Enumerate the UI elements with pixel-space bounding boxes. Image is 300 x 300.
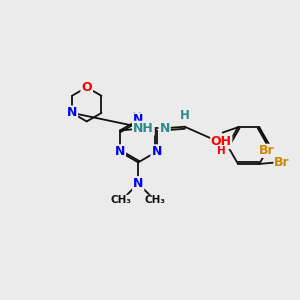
Text: Br: Br bbox=[274, 156, 290, 169]
Text: Br: Br bbox=[259, 144, 274, 157]
Text: O: O bbox=[81, 81, 92, 94]
Text: N: N bbox=[67, 106, 77, 119]
Text: NH: NH bbox=[133, 122, 154, 135]
Text: H: H bbox=[217, 146, 226, 156]
Text: N: N bbox=[152, 145, 162, 158]
Text: H: H bbox=[132, 110, 142, 124]
Text: N: N bbox=[133, 177, 143, 190]
Text: CH₃: CH₃ bbox=[145, 195, 166, 205]
Text: N: N bbox=[133, 113, 143, 127]
Text: OH: OH bbox=[211, 135, 232, 148]
Text: H: H bbox=[180, 109, 190, 122]
Text: N: N bbox=[159, 122, 170, 135]
Text: CH₃: CH₃ bbox=[111, 195, 132, 205]
Text: N: N bbox=[115, 145, 125, 158]
